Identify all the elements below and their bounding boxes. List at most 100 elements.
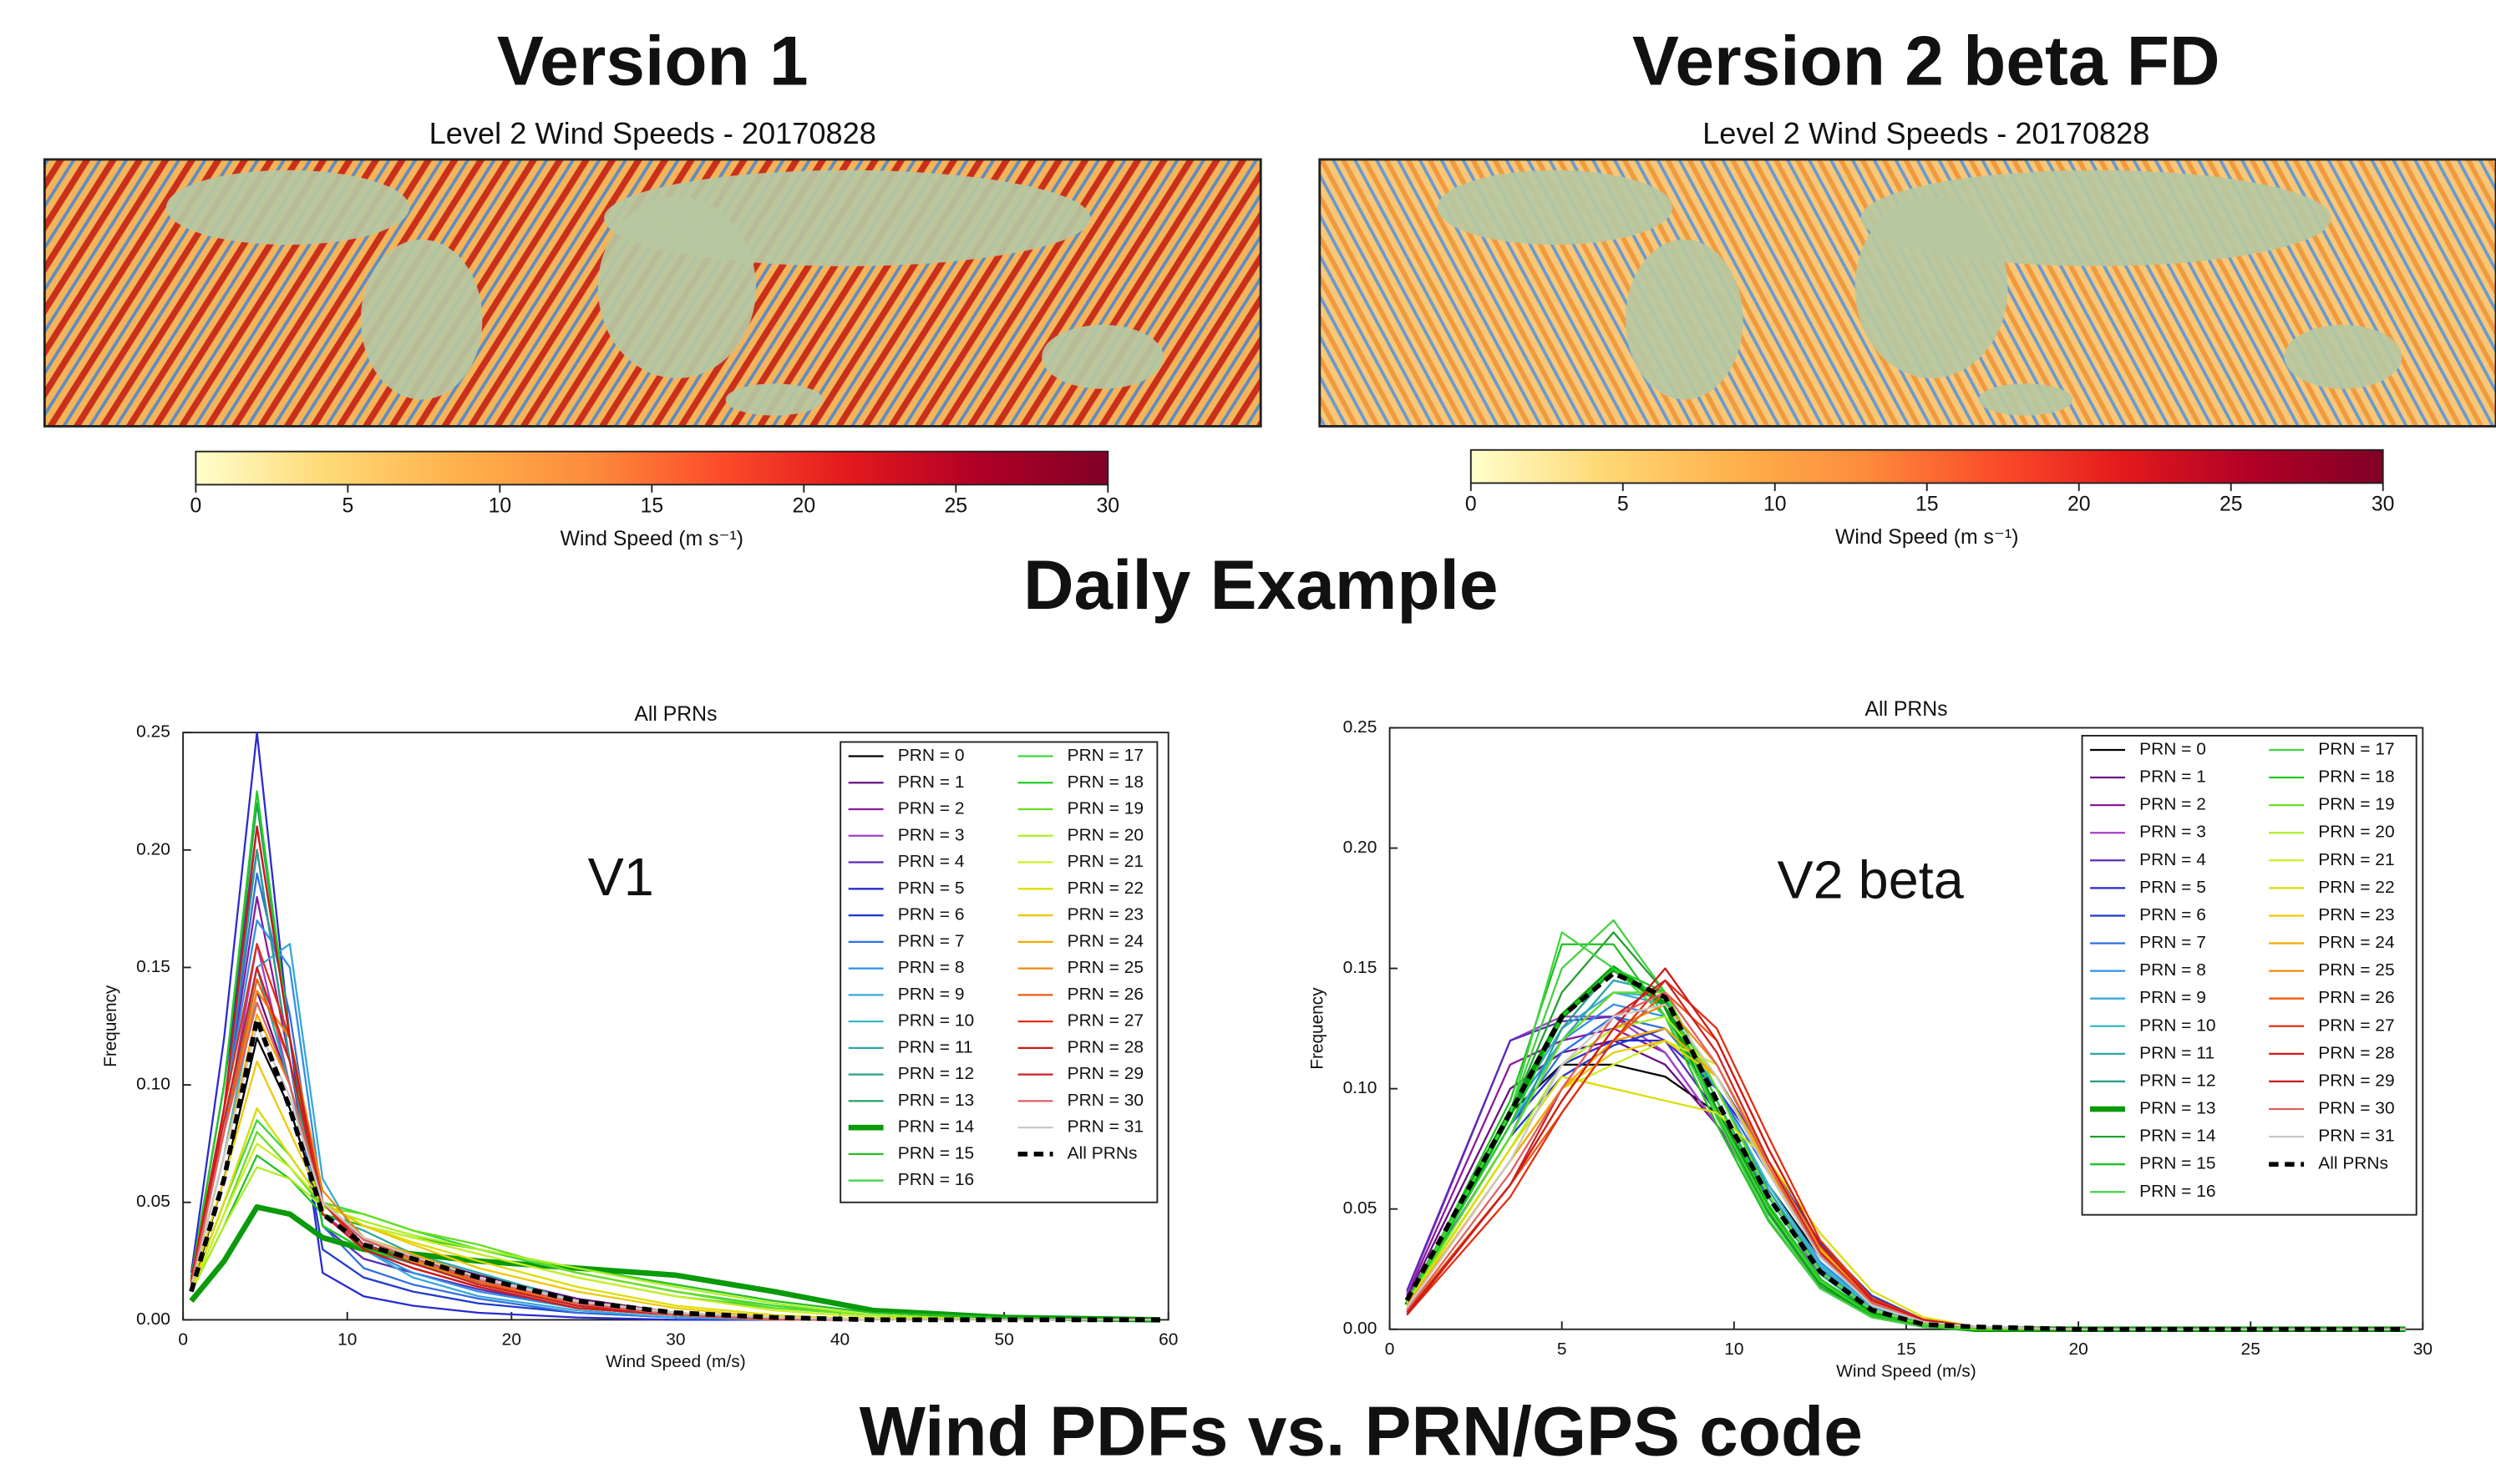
map-title: Level 2 Wind Speeds - 20170828 xyxy=(429,116,876,150)
right-title: Version 2 beta FD xyxy=(1632,22,2220,100)
legend-label: PRN = 1 xyxy=(2139,767,2206,787)
x-tick-label: 20 xyxy=(502,1330,521,1350)
bottom-title: Wind PDFs vs. PRN/GPS code xyxy=(860,1392,1863,1471)
legend-label: PRN = 31 xyxy=(2318,1127,2394,1146)
legend-label: PRN = 9 xyxy=(898,985,965,1004)
legend-label: PRN = 11 xyxy=(898,1037,973,1056)
legend-label: PRN = 7 xyxy=(2139,933,2206,952)
legend-label: PRN = 0 xyxy=(2139,740,2206,759)
legend-label: PRN = 9 xyxy=(2139,988,2206,1007)
legend-label: PRN = 14 xyxy=(2139,1127,2215,1146)
chart-title: All PRNs xyxy=(634,703,717,726)
legend-label: PRN = 15 xyxy=(898,1143,974,1162)
x-axis-label: Wind Speed (m/s) xyxy=(1836,1361,1976,1380)
y-tick-label: 0.10 xyxy=(136,1075,170,1094)
legend-label: PRN = 5 xyxy=(898,879,965,898)
y-axis-label: Frequency xyxy=(1307,987,1327,1070)
legend-label: PRN = 5 xyxy=(2139,878,2206,897)
legend-label: PRN = 8 xyxy=(898,958,965,977)
legend-label: All PRNs xyxy=(2318,1154,2388,1173)
x-tick-label: 20 xyxy=(2068,1340,2088,1359)
land xyxy=(1625,239,1743,400)
colorbar-tick-label: 5 xyxy=(342,494,353,517)
legend-label: PRN = 24 xyxy=(2318,933,2394,952)
legend-label: PRN = 20 xyxy=(1068,825,1144,844)
legend-label: PRN = 30 xyxy=(2318,1099,2394,1118)
legend-label: PRN = 20 xyxy=(2318,823,2394,842)
series-line xyxy=(1404,970,2406,1332)
colorbar-tick-label: 25 xyxy=(2220,494,2243,516)
colorbar-label: Wind Speed (m s⁻¹) xyxy=(561,528,743,550)
legend-label: PRN = 11 xyxy=(2139,1043,2214,1062)
legend-label: PRN = 26 xyxy=(1068,985,1144,1004)
map-frame xyxy=(1318,158,2496,428)
legend-label: PRN = 10 xyxy=(898,1011,974,1031)
legend-label: PRN = 4 xyxy=(2139,850,2206,869)
y-tick-label: 0.15 xyxy=(1343,958,1377,977)
legend-label: PRN = 17 xyxy=(1068,746,1144,765)
y-tick-label: 0.05 xyxy=(136,1192,170,1211)
colorbar-tick-label: 30 xyxy=(2372,494,2395,516)
x-tick-label: 10 xyxy=(337,1330,357,1350)
x-tick-label: 30 xyxy=(2413,1340,2433,1359)
y-tick-label: 0.20 xyxy=(136,839,170,858)
chart-title: All PRNs xyxy=(1864,698,1947,721)
legend-label: PRN = 29 xyxy=(2318,1071,2394,1091)
legend-label: PRN = 2 xyxy=(2139,795,2206,814)
legend-label: PRN = 16 xyxy=(898,1170,974,1189)
y-tick-label: 0.00 xyxy=(1343,1319,1377,1338)
legend-label: PRN = 8 xyxy=(2139,960,2206,980)
land xyxy=(1042,325,1164,389)
legend-label: PRN = 6 xyxy=(2139,905,2206,924)
colorbar-tick-label: 25 xyxy=(945,494,968,517)
x-tick-label: 5 xyxy=(1557,1340,1567,1359)
x-tick-label: 60 xyxy=(1159,1330,1178,1350)
legend-label: PRN = 25 xyxy=(1068,958,1144,977)
series-line xyxy=(189,1204,1160,1323)
legend-label: PRN = 17 xyxy=(2318,740,2394,759)
legend-box xyxy=(840,741,1159,1203)
legend-label: PRN = 31 xyxy=(1068,1117,1144,1137)
colorbar-tick-label: 0 xyxy=(190,494,202,517)
legend-label: PRN = 21 xyxy=(1068,852,1144,871)
map-image xyxy=(43,158,1262,428)
legend-label: PRN = 0 xyxy=(898,746,965,765)
y-tick-label: 0.10 xyxy=(1343,1078,1377,1097)
legend-label: PRN = 25 xyxy=(2318,960,2394,980)
x-tick-label: 25 xyxy=(2241,1340,2260,1359)
map-frame xyxy=(43,158,1262,428)
map-image xyxy=(1318,158,2496,428)
legend-box xyxy=(2081,734,2417,1216)
y-tick-label: 0.05 xyxy=(1343,1198,1377,1218)
series-line xyxy=(190,1166,1160,1321)
legend-label: PRN = 12 xyxy=(898,1064,974,1083)
x-tick-label: 40 xyxy=(830,1330,850,1350)
legend-label: PRN = 21 xyxy=(2318,850,2394,869)
legend-label: PRN = 28 xyxy=(1068,1037,1144,1056)
legend-label: PRN = 30 xyxy=(1068,1091,1144,1110)
land xyxy=(725,383,824,416)
land xyxy=(165,170,410,246)
legend-label: PRN = 10 xyxy=(2139,1016,2215,1035)
land xyxy=(360,239,483,400)
legend-label: PRN = 28 xyxy=(2318,1043,2394,1062)
colorbar-tick-label: 15 xyxy=(1915,494,1939,516)
colorbar-label: Wind Speed (m s⁻¹) xyxy=(1835,526,2018,549)
x-axis-label: Wind Speed (m/s) xyxy=(606,1352,746,1371)
legend-label: PRN = 1 xyxy=(898,772,965,792)
legend-label: PRN = 13 xyxy=(898,1091,974,1110)
y-tick-label: 0.00 xyxy=(136,1309,170,1329)
colorbar xyxy=(1469,448,2384,484)
legend-label: All PRNs xyxy=(1068,1143,1138,1162)
y-tick-label: 0.25 xyxy=(1343,717,1377,737)
colorbar-tick-label: 20 xyxy=(793,494,816,517)
legend-label: PRN = 22 xyxy=(2318,878,2394,897)
legend-label: PRN = 23 xyxy=(2318,905,2394,924)
x-tick-label: 0 xyxy=(1385,1340,1395,1359)
legend-label: PRN = 6 xyxy=(898,905,965,924)
legend-label: PRN = 2 xyxy=(898,799,965,818)
land xyxy=(604,170,1091,266)
land xyxy=(1978,383,2073,416)
legend-label: PRN = 4 xyxy=(898,852,965,871)
